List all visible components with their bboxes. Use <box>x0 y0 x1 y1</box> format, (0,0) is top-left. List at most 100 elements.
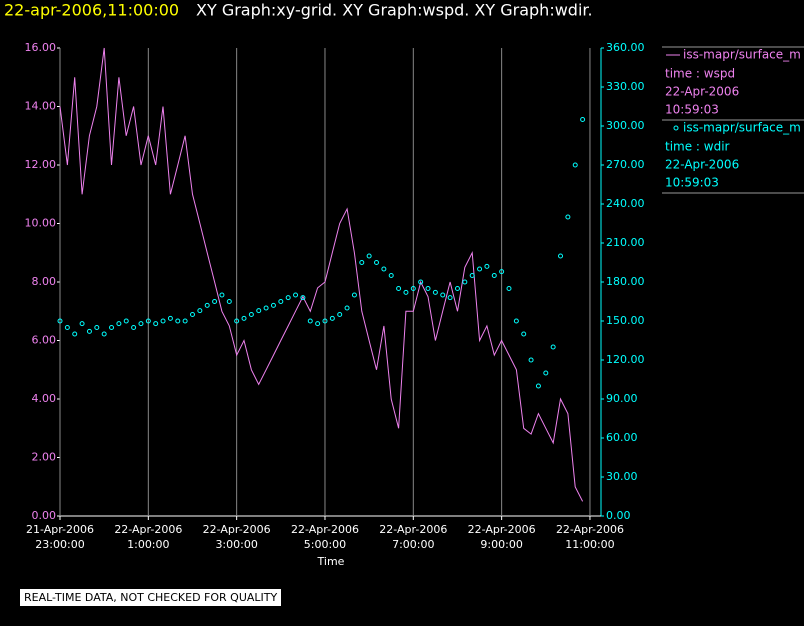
wdir-point <box>86 328 92 334</box>
legend-label: iss-mapr/surface_m <box>683 121 801 135</box>
wdir-point <box>477 266 483 272</box>
wdir-point <box>418 279 424 285</box>
x-tick-label: 3:00:00 <box>215 538 257 551</box>
wdir-point <box>101 331 107 337</box>
y-tick-label: 10.00 <box>25 217 57 230</box>
y2-tick-label: 60.00 <box>606 431 638 444</box>
wdir-point <box>359 260 365 265</box>
wdir-point <box>197 308 203 314</box>
wdir-point <box>351 292 357 298</box>
wdir-point <box>462 279 468 285</box>
wdir-point <box>337 312 343 317</box>
wdir-point <box>145 318 151 324</box>
wdir-point <box>528 357 534 363</box>
y2-tick-label: 330.00 <box>606 80 645 93</box>
wdir-point <box>189 312 195 317</box>
y-tick-label: 2.00 <box>32 451 57 464</box>
wdir-point <box>558 253 564 259</box>
wdir-point <box>315 321 321 327</box>
wdir-point <box>484 263 490 269</box>
wdir-point <box>226 299 232 304</box>
wdir-point <box>344 305 350 311</box>
wdir-point <box>329 315 335 321</box>
wdir-point <box>175 318 181 324</box>
wdir-point <box>160 318 166 324</box>
legend-detail: 10:59:03 <box>665 176 719 190</box>
y2-tick-label: 90.00 <box>606 392 638 405</box>
wdir-point <box>94 325 100 330</box>
wdir-point <box>72 331 78 337</box>
legend-detail: time : wdir <box>665 140 730 154</box>
x-tick-label: 23:00:00 <box>35 538 84 551</box>
x-tick-label: 22-Apr-2006 <box>468 523 536 536</box>
wdir-point <box>410 286 416 291</box>
wdir-point <box>212 299 218 304</box>
y-tick-label: 6.00 <box>32 334 57 347</box>
y-tick-label: 12.00 <box>25 158 57 171</box>
x-tick-label: 21-Apr-2006 <box>26 523 94 536</box>
wdir-point <box>388 273 394 278</box>
y2-tick-label: 120.00 <box>606 353 645 366</box>
title-time: 22-apr-2006,11:00:00 <box>4 1 179 20</box>
wdir-point <box>79 321 85 327</box>
legend-detail: 22-Apr-2006 <box>665 158 739 172</box>
wdir-point <box>182 318 188 324</box>
wdir-point <box>270 302 276 308</box>
wdir-point <box>307 318 313 324</box>
x-tick-label: 1:00:00 <box>127 538 169 551</box>
wdir-point <box>153 321 159 327</box>
x-tick-label: 22-Apr-2006 <box>203 523 271 536</box>
wdir-point <box>499 269 505 275</box>
wspd-line <box>59 47 584 502</box>
x-tick-label: 11:00:00 <box>565 538 614 551</box>
wdir-point <box>64 325 70 330</box>
y2-tick-label: 210.00 <box>606 236 645 249</box>
x-axis-label: Time <box>317 555 345 568</box>
wdir-point <box>138 321 144 327</box>
wdir-point <box>506 286 512 291</box>
wdir-point <box>572 162 578 168</box>
wdir-point <box>263 305 269 311</box>
y2-tick-label: 360.00 <box>606 41 645 54</box>
y2-tick-label: 150.00 <box>606 314 645 327</box>
x-tick-label: 9:00:00 <box>480 538 522 551</box>
wdir-point <box>513 318 519 324</box>
wdir-point <box>491 273 497 278</box>
wdir-point <box>425 286 431 291</box>
legend-swatch <box>673 125 679 131</box>
wdir-point <box>167 315 173 321</box>
legend-detail: time : wspd <box>665 67 735 81</box>
wdir-point <box>366 253 372 259</box>
wdir-point <box>219 292 225 298</box>
x-tick-label: 22-Apr-2006 <box>556 523 624 536</box>
wdir-point <box>469 273 475 278</box>
wdir-point <box>374 260 380 265</box>
wdir-point <box>432 289 438 295</box>
legend-detail: 22-Apr-2006 <box>665 85 739 99</box>
wdir-point <box>241 315 247 321</box>
x-tick-label: 22-Apr-2006 <box>379 523 447 536</box>
legend-label: iss-mapr/surface_m <box>683 48 801 62</box>
y-tick-label: 4.00 <box>32 392 57 405</box>
y-tick-label: 14.00 <box>25 100 57 113</box>
quality-note: REAL-TIME DATA, NOT CHECKED FOR QUALITY <box>20 589 282 606</box>
wdir-point <box>447 295 453 301</box>
y-tick-label: 8.00 <box>32 275 57 288</box>
wdir-point <box>300 295 306 301</box>
x-tick-label: 22-Apr-2006 <box>114 523 182 536</box>
wdir-point <box>278 299 284 304</box>
wdir-point <box>454 286 460 291</box>
wdir-point <box>521 331 527 337</box>
wdir-point <box>440 292 446 298</box>
wdir-point <box>131 325 137 330</box>
y2-tick-label: 30.00 <box>606 470 638 483</box>
wdir-point <box>396 286 402 291</box>
y2-tick-label: 240.00 <box>606 197 645 210</box>
wdir-point <box>285 295 291 301</box>
wdir-point <box>109 325 115 330</box>
wdir-point <box>403 289 409 295</box>
wdir-point <box>543 370 549 376</box>
wdir-point <box>293 292 299 298</box>
